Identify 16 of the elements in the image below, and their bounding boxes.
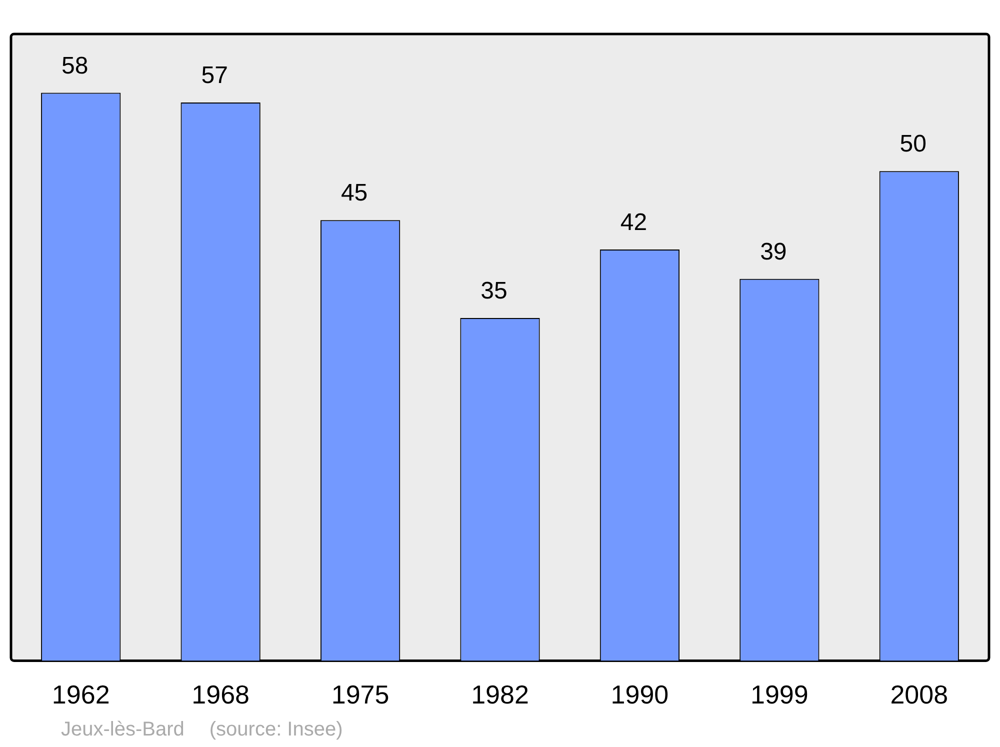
x-tick-label: 1962 [52,680,110,710]
x-tick-label: 2008 [890,680,948,710]
x-tick-label: 1982 [471,680,529,710]
x-tick-label: 1990 [610,680,669,710]
x-tick-label: 1999 [750,680,808,710]
x-tick-label: 1968 [192,680,250,710]
data-label: 39 [760,238,787,266]
data-label: 42 [620,209,648,236]
data-label: 58 [62,52,88,80]
data-label: 57 [201,62,228,90]
text: (source: Insee) [209,718,343,741]
text: Jeux-lès-Bard [61,718,184,741]
data-label: 35 [480,278,508,305]
x-tick-label: 1975 [331,680,390,710]
data-label: 50 [900,130,926,158]
data-label: 45 [340,180,368,207]
